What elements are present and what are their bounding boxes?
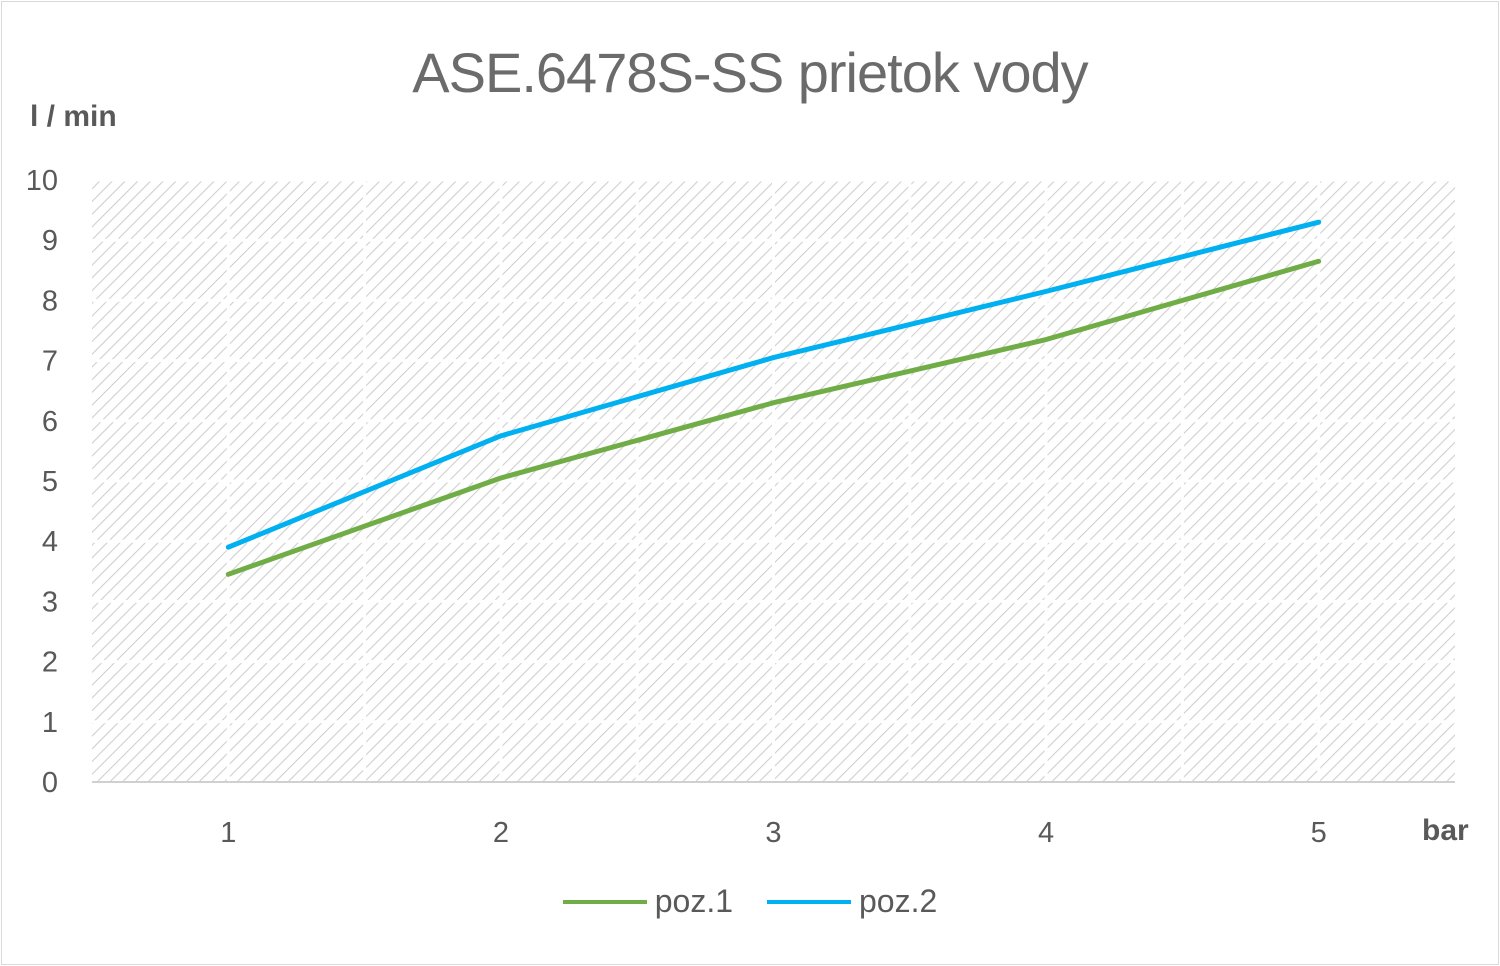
x-tick-label: 4 xyxy=(1038,817,1054,849)
x-tick-labels: 1 2 3 4 5 xyxy=(220,817,1327,849)
legend-item-poz2: poz.2 xyxy=(767,883,937,920)
y-tick-labels: 0 1 2 3 4 5 6 7 8 9 10 xyxy=(26,165,58,799)
chart-title: ASE.6478S-SS prietok vody xyxy=(412,41,1088,104)
y-tick-label: 4 xyxy=(42,526,58,558)
y-axis-unit-label: l / min xyxy=(30,100,117,133)
x-tick-label: 2 xyxy=(493,817,509,849)
y-tick-label: 8 xyxy=(42,285,58,317)
x-tick-label: 3 xyxy=(765,817,781,849)
y-tick-label: 10 xyxy=(26,165,58,197)
x-axis-unit-label: bar xyxy=(1422,814,1469,847)
y-tick-label: 2 xyxy=(42,647,58,679)
series-line-poz2 xyxy=(225,219,1322,550)
series-line-poz1 xyxy=(225,258,1322,577)
y-tick-label: 3 xyxy=(42,586,58,618)
legend-label-poz1: poz.1 xyxy=(654,883,733,919)
grid-lines xyxy=(92,178,1455,782)
legend: poz.1 poz.2 xyxy=(0,883,1500,920)
y-tick-label: 7 xyxy=(42,346,58,378)
legend-swatch-poz2 xyxy=(767,899,851,904)
legend-item-poz1: poz.1 xyxy=(562,883,733,920)
legend-label-poz2: poz.2 xyxy=(859,883,938,919)
y-tick-label: 6 xyxy=(42,406,58,438)
x-tick-label: 1 xyxy=(220,817,236,849)
y-tick-label: 9 xyxy=(42,225,58,257)
series-lines xyxy=(225,219,1322,577)
y-tick-label: 1 xyxy=(42,707,58,739)
x-tick-label: 5 xyxy=(1311,817,1327,849)
legend-swatch-poz1 xyxy=(562,899,647,904)
y-tick-label: 5 xyxy=(42,466,58,498)
y-tick-label: 0 xyxy=(42,767,58,799)
